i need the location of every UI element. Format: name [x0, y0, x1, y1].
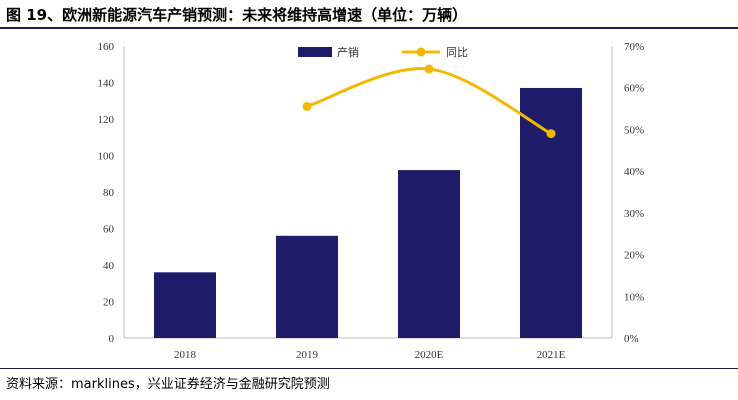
x-tick-label: 2020E	[415, 349, 444, 361]
y-tick-label: 80	[103, 187, 115, 199]
legend-line-marker	[416, 47, 426, 57]
yoy-point	[424, 64, 434, 74]
x-tick-label: 2018	[174, 349, 197, 361]
y2-tick-label: 70%	[624, 41, 644, 53]
yoy-point	[546, 129, 556, 139]
bar	[276, 235, 338, 338]
y2-tick-label: 20%	[624, 250, 644, 262]
x-tick-label: 2019	[296, 349, 319, 361]
chart: 0 20 40 60 80 100 120 140 160 0% 10% 20% 30% 40% 50% 60…	[98, 41, 645, 361]
title-rule	[0, 27, 738, 29]
y-tick-label: 0	[109, 333, 115, 345]
y2-tick-label: 30%	[624, 208, 644, 220]
source-note: 资料来源：marklines，兴业证券经济与金融研究院预测	[6, 377, 330, 392]
x-tick-label: 2021E	[537, 349, 566, 361]
y-tick-label: 120	[98, 114, 115, 126]
y-tick-label: 40	[103, 260, 115, 272]
yoy-line	[306, 67, 552, 135]
y2-tick-label: 10%	[624, 291, 644, 303]
y2-tick-label: 60%	[624, 83, 644, 95]
y-tick-label: 160	[98, 41, 115, 53]
bar	[154, 272, 216, 338]
legend-bar-swatch	[298, 47, 332, 57]
source-rule	[0, 368, 738, 369]
legend-bar-label: 产销	[337, 45, 359, 59]
figure-title: 图 19、欧洲新能源汽车产销预测：未来将维持高增速（单位：万辆）	[6, 6, 468, 24]
y2-tick-label: 50%	[624, 124, 644, 136]
legend-line-label: 同比	[446, 46, 468, 59]
y-tick-label: 60	[103, 224, 115, 236]
y-tick-label: 100	[98, 151, 115, 163]
y-tick-label: 20	[103, 297, 115, 309]
y-tick-label: 140	[98, 78, 115, 90]
y2-tick-label: 40%	[624, 166, 644, 178]
bar	[398, 170, 460, 338]
yoy-point	[302, 101, 312, 111]
y2-tick-label: 0%	[624, 333, 639, 345]
bar	[520, 87, 582, 338]
